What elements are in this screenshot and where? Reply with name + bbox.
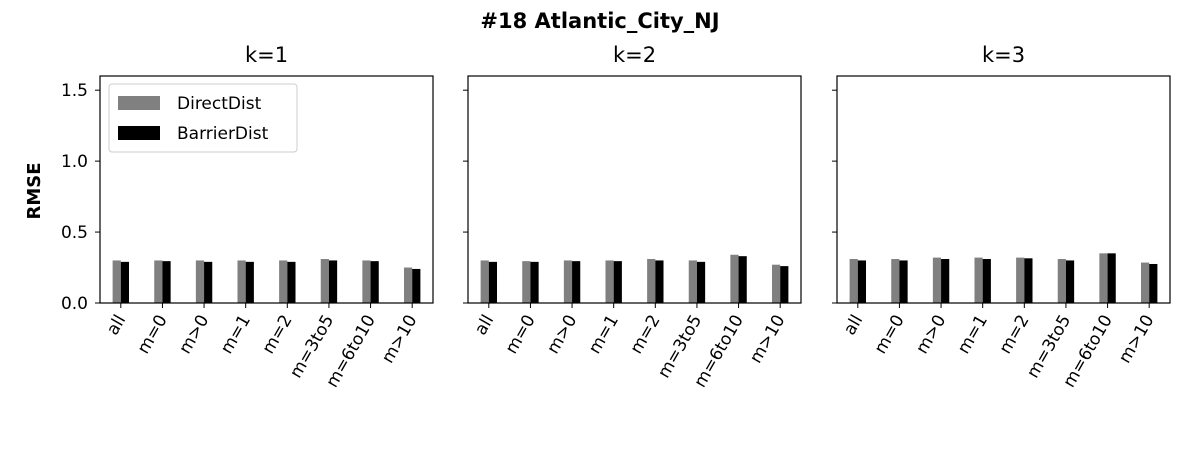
- y-tick-label: 0.0: [61, 294, 88, 314]
- figure-title: #18 Atlantic_City_NJ: [480, 9, 719, 33]
- y-axis-label: RMSE: [24, 162, 45, 219]
- bar-directdist-6: [320, 259, 329, 303]
- bar-barrierdist-8: [780, 266, 789, 303]
- bar-barrierdist-3: [204, 261, 213, 303]
- panel-title: k=1: [245, 43, 288, 67]
- bar-directdist-5: [647, 259, 656, 303]
- bar-directdist-8: [403, 267, 413, 303]
- bar-barrierdist-1: [857, 260, 867, 303]
- plot-frame: [836, 75, 1171, 304]
- x-tick-label: m=0: [502, 312, 540, 358]
- bar-barrierdist-3: [572, 261, 581, 303]
- bar-directdist-5: [1016, 257, 1025, 303]
- legend-swatch-barrierdist: [118, 126, 160, 140]
- x-tick-label: m=2: [259, 312, 297, 358]
- bar-directdist-8: [771, 264, 781, 303]
- x-tick-label: all: [840, 312, 867, 339]
- bar-directdist-4: [237, 260, 246, 303]
- legend-swatch-directdist: [118, 96, 160, 110]
- bar-directdist-4: [605, 260, 614, 303]
- bar-directdist-1: [112, 260, 121, 303]
- bar-barrierdist-4: [982, 259, 991, 303]
- y-tick-label: 0.5: [61, 223, 88, 243]
- x-tick-label: m=2: [627, 312, 665, 358]
- bar-barrierdist-5: [287, 261, 296, 303]
- panel-title: k=2: [613, 43, 656, 67]
- plot-frame: [467, 75, 802, 304]
- x-tick-label: m>0: [543, 312, 581, 358]
- bar-directdist-2: [154, 260, 163, 303]
- legend-label-directdist: DirectDist: [177, 94, 262, 114]
- bar-barrierdist-4: [613, 261, 622, 303]
- bar-barrierdist-6: [328, 260, 338, 303]
- x-tick-label: m=0: [871, 312, 909, 358]
- x-tick-label: all: [471, 312, 498, 339]
- x-tick-label: m=1: [217, 312, 255, 358]
- bar-directdist-6: [1057, 259, 1066, 303]
- y-tick-label: 1.0: [61, 152, 88, 172]
- bar-directdist-2: [891, 259, 900, 303]
- x-tick-label: m>0: [912, 312, 950, 358]
- bar-directdist-5: [279, 260, 288, 303]
- bar-directdist-6: [688, 260, 697, 303]
- x-tick-label: m=1: [954, 312, 992, 358]
- bar-directdist-3: [563, 260, 573, 303]
- bar-barrierdist-2: [899, 260, 908, 303]
- bar-directdist-7: [362, 260, 371, 303]
- bar-barrierdist-8: [1149, 263, 1158, 303]
- plot-frame: [99, 75, 434, 304]
- x-tick-label: m>10: [378, 312, 422, 367]
- bar-directdist-3: [195, 260, 205, 303]
- bar-barrierdist-5: [1024, 258, 1033, 303]
- bar-directdist-2: [522, 261, 531, 303]
- bar-directdist-4: [974, 257, 983, 303]
- bar-barrierdist-6: [1065, 260, 1075, 303]
- bar-barrierdist-7: [738, 256, 747, 303]
- bar-directdist-1: [480, 260, 489, 303]
- x-tick-label: m=0: [134, 312, 172, 358]
- bar-barrierdist-1: [120, 261, 130, 303]
- bar-directdist-7: [730, 254, 739, 303]
- bar-barrierdist-1: [488, 261, 498, 303]
- x-tick-label: m>10: [1115, 312, 1159, 367]
- bar-barrierdist-6: [696, 261, 706, 303]
- bar-directdist-1: [849, 259, 858, 303]
- x-tick-label: m>10: [746, 312, 790, 367]
- bar-barrierdist-2: [530, 261, 539, 303]
- legend: DirectDist BarrierDist: [108, 83, 298, 153]
- bar-directdist-3: [932, 257, 942, 303]
- y-tick-label: 1.5: [61, 81, 88, 101]
- panel-title: k=3: [982, 43, 1025, 67]
- x-tick-label: m>0: [175, 312, 213, 358]
- bar-barrierdist-7: [1107, 253, 1116, 303]
- legend-label-barrierdist: BarrierDist: [177, 124, 269, 144]
- bar-barrierdist-5: [655, 260, 664, 303]
- bar-barrierdist-2: [162, 261, 171, 303]
- x-tick-label: all: [103, 312, 130, 339]
- bar-directdist-8: [1140, 262, 1150, 303]
- bar-barrierdist-8: [412, 268, 421, 303]
- bar-barrierdist-3: [941, 259, 950, 303]
- x-tick-label: m=2: [996, 312, 1034, 358]
- bar-directdist-7: [1099, 253, 1108, 303]
- x-tick-label: m=1: [585, 312, 623, 358]
- bar-barrierdist-7: [370, 261, 379, 303]
- bar-barrierdist-4: [245, 261, 254, 303]
